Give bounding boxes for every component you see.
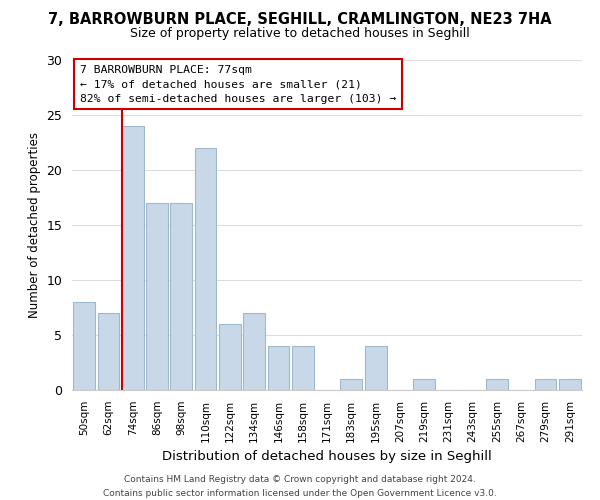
Bar (243, 313, 265, 390)
Bar (413, 379, 435, 390)
Text: 7, BARROWBURN PLACE, SEGHILL, CRAMLINGTON, NE23 7HA: 7, BARROWBURN PLACE, SEGHILL, CRAMLINGTO… (48, 12, 552, 28)
Bar (219, 324, 241, 390)
Text: 7 BARROWBURN PLACE: 77sqm
← 17% of detached houses are smaller (21)
82% of semi-: 7 BARROWBURN PLACE: 77sqm ← 17% of detac… (80, 65, 396, 104)
X-axis label: Distribution of detached houses by size in Seghill: Distribution of detached houses by size … (162, 450, 492, 463)
Bar (292, 346, 314, 390)
Text: Contains HM Land Registry data © Crown copyright and database right 2024.
Contai: Contains HM Land Registry data © Crown c… (103, 476, 497, 498)
Bar (535, 379, 556, 390)
Bar (170, 203, 192, 390)
Y-axis label: Number of detached properties: Number of detached properties (28, 132, 41, 318)
Bar (122, 126, 143, 390)
Bar (73, 302, 95, 390)
Bar (486, 379, 508, 390)
Bar (340, 379, 362, 390)
Text: Size of property relative to detached houses in Seghill: Size of property relative to detached ho… (130, 28, 470, 40)
Bar (268, 346, 289, 390)
Bar (365, 346, 386, 390)
Bar (146, 203, 168, 390)
Bar (194, 148, 217, 390)
Bar (97, 313, 119, 390)
Bar (559, 379, 581, 390)
